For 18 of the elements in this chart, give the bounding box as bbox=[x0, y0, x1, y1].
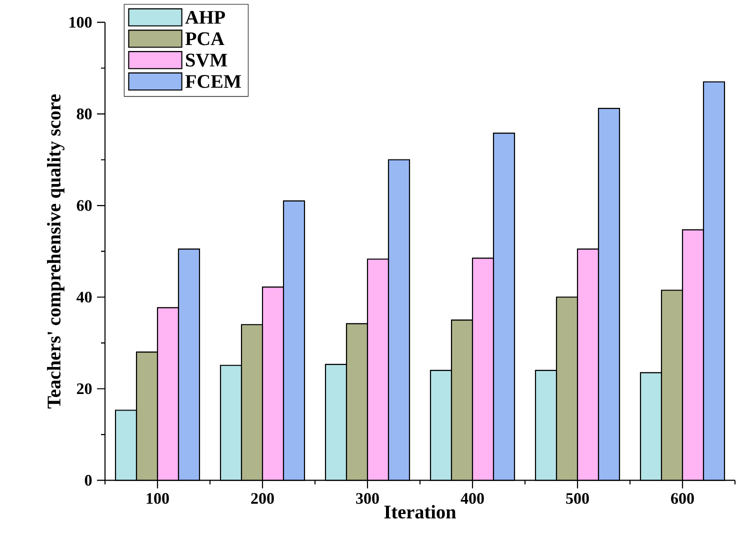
legend-label: SVM bbox=[186, 54, 228, 67]
x-tick-label: 300 bbox=[356, 493, 379, 504]
x-tick-label: 200 bbox=[251, 493, 274, 504]
x-tick-label: 100 bbox=[146, 493, 169, 504]
x-tick-label: 400 bbox=[460, 493, 484, 504]
y-axis-title: Teachers' comprehensive quality score bbox=[47, 94, 64, 408]
x-tick-label: 500 bbox=[566, 493, 589, 504]
y-tick-label: 100 bbox=[70, 16, 92, 28]
legend-label: FCEM bbox=[185, 75, 241, 88]
x-axis-title: Iteration bbox=[384, 505, 456, 519]
legend-label: AHP bbox=[185, 10, 225, 24]
y-tick-label: 40 bbox=[76, 292, 92, 303]
y-tick-label: 80 bbox=[76, 108, 92, 120]
y-tick-label: 20 bbox=[76, 383, 92, 394]
x-tick-label: 600 bbox=[671, 493, 694, 504]
y-tick-label: 0 bbox=[84, 474, 92, 486]
y-tick-label: 60 bbox=[76, 200, 92, 211]
legend-label: PCA bbox=[185, 32, 224, 46]
